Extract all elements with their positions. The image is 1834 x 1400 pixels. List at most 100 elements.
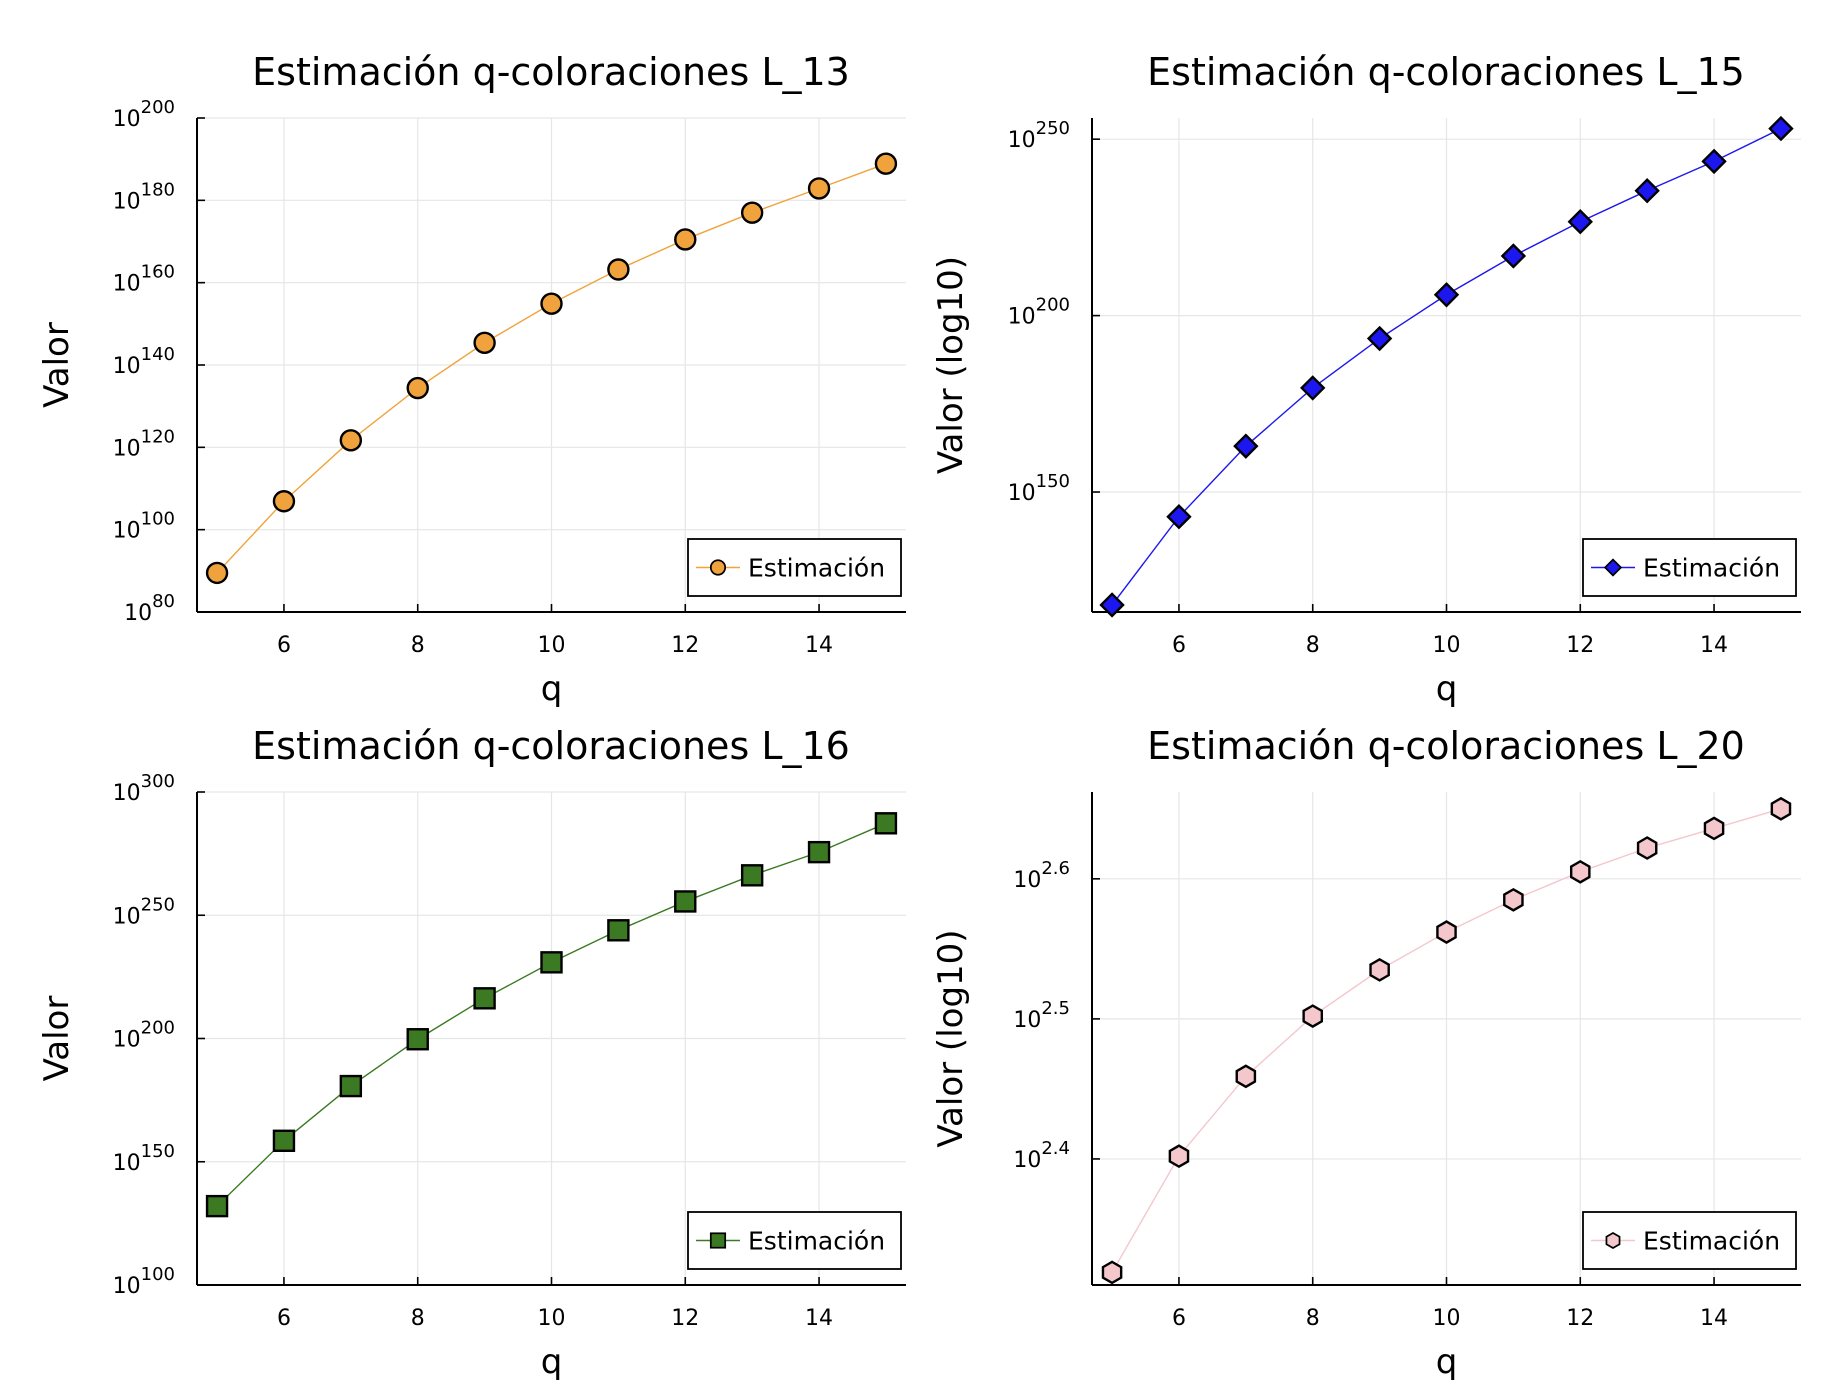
- legend-marker: [1605, 1231, 1621, 1250]
- y-tick-base: 10: [124, 601, 152, 626]
- chart-panel-1: 6 8 10 12 1410801010010120101401016010180102…: [37, 50, 906, 709]
- y-tick-exponent: 200: [1036, 295, 1070, 316]
- data-point: [1099, 592, 1125, 618]
- y-tick-base: 10: [113, 272, 141, 297]
- y-tick-exponent: 2.6: [1041, 858, 1070, 879]
- data-point: [406, 376, 429, 400]
- x-tick-label: 14: [805, 633, 833, 658]
- y-tick-exponent: 200: [141, 97, 175, 118]
- y-tick-base: 10: [113, 189, 141, 214]
- y-tick-label: 102.4: [1013, 1138, 1070, 1173]
- y-tick-base: 10: [1013, 1008, 1041, 1033]
- x-tick-label: 12: [1566, 633, 1594, 658]
- y-tick-base: 10: [113, 904, 141, 929]
- data-point: [807, 177, 831, 200]
- data-point: [1302, 1004, 1324, 1028]
- x-tick-label: 10: [1433, 1306, 1461, 1331]
- data-point: [1701, 148, 1727, 175]
- y-tick-base: 10: [113, 781, 141, 806]
- y-tick-label: 102.6: [1013, 858, 1070, 893]
- y-tick-exponent: 120: [141, 426, 175, 447]
- data-point: [1770, 796, 1792, 821]
- data-point: [473, 987, 496, 1010]
- legend-marker: [709, 559, 727, 576]
- x-tick-label: 12: [671, 1306, 699, 1331]
- y-tick-label: 10100: [113, 509, 175, 544]
- legend-label: Estimación: [748, 554, 885, 583]
- y-tick-label: 1080: [124, 591, 175, 626]
- y-tick-base: 10: [113, 354, 141, 379]
- data-point: [1636, 836, 1658, 860]
- legend-label: Estimación: [748, 1227, 885, 1256]
- y-tick-label: 10120: [113, 426, 175, 461]
- chart-title: Estimación q-coloraciones L_16: [252, 724, 850, 768]
- data-point: [1300, 375, 1326, 401]
- y-tick-base: 10: [1013, 868, 1041, 893]
- data-point: [540, 951, 563, 974]
- y-tick-exponent: 2.5: [1041, 998, 1070, 1019]
- y-axis-label: Valor: [37, 322, 77, 408]
- data-point: [272, 1129, 296, 1152]
- legend: Estimación: [1582, 538, 1797, 597]
- y-tick-exponent: 100: [141, 509, 175, 530]
- y-tick-exponent: 250: [141, 894, 175, 915]
- x-tick-label: 14: [1700, 1306, 1728, 1331]
- data-point: [339, 1074, 363, 1098]
- data-point: [740, 201, 764, 224]
- y-tick-exponent: 140: [141, 344, 175, 365]
- legend-marker: [709, 1232, 727, 1249]
- data-point: [406, 1028, 429, 1051]
- y-axis-label: Valor (log10): [931, 256, 971, 474]
- y-tick-label: 10160: [113, 262, 175, 297]
- y-tick-base: 10: [113, 519, 141, 544]
- data-point: [1703, 816, 1725, 841]
- y-tick-label: 10300: [113, 771, 175, 806]
- data-point: [1503, 887, 1524, 912]
- data-point: [272, 490, 296, 513]
- data-point: [1168, 1144, 1190, 1169]
- y-tick-exponent: 250: [1036, 118, 1070, 139]
- y-tick-exponent: 150: [1036, 471, 1070, 492]
- y-tick-base: 10: [113, 1274, 141, 1299]
- legend: Estimación: [1582, 1211, 1797, 1270]
- data-point: [339, 429, 363, 452]
- y-tick-label: 10140: [113, 344, 175, 379]
- y-tick-base: 10: [113, 1028, 141, 1053]
- data-point: [1101, 1260, 1123, 1285]
- data-point: [674, 890, 697, 913]
- y-tick-base: 10: [1013, 1148, 1041, 1173]
- y-tick-base: 10: [113, 1151, 141, 1176]
- y-tick-exponent: 80: [152, 591, 175, 612]
- data-point: [607, 258, 630, 281]
- x-tick-label: 14: [805, 1306, 833, 1331]
- data-point: [540, 292, 563, 315]
- y-tick-label: 10200: [113, 97, 175, 132]
- data-point: [1366, 325, 1393, 352]
- data-point: [1500, 243, 1527, 269]
- chart-title: Estimación q-coloraciones L_15: [1147, 50, 1745, 94]
- x-axis-label: q: [1436, 669, 1458, 709]
- x-tick-label: 6: [1172, 1306, 1186, 1331]
- y-tick-label: 10150: [113, 1141, 175, 1176]
- data-point: [1436, 920, 1457, 944]
- x-tick-label: 6: [277, 1306, 291, 1331]
- x-tick-label: 8: [1306, 633, 1320, 658]
- x-tick-label: 6: [1172, 633, 1186, 658]
- y-tick-label: 10200: [1008, 295, 1070, 330]
- x-tick-label: 6: [277, 633, 291, 658]
- x-tick-label: 10: [538, 633, 566, 658]
- data-point: [874, 812, 898, 835]
- y-tick-exponent: 150: [141, 1141, 175, 1162]
- x-tick-label: 10: [538, 1306, 566, 1331]
- y-tick-exponent: 180: [141, 179, 175, 200]
- y-tick-base: 10: [113, 107, 141, 132]
- y-tick-base: 10: [113, 436, 141, 461]
- x-tick-label: 8: [1306, 1306, 1320, 1331]
- data-point: [1433, 282, 1460, 308]
- y-axis-label: Valor (log10): [931, 929, 971, 1147]
- legend: Estimación: [687, 1211, 902, 1270]
- data-point: [1369, 957, 1390, 982]
